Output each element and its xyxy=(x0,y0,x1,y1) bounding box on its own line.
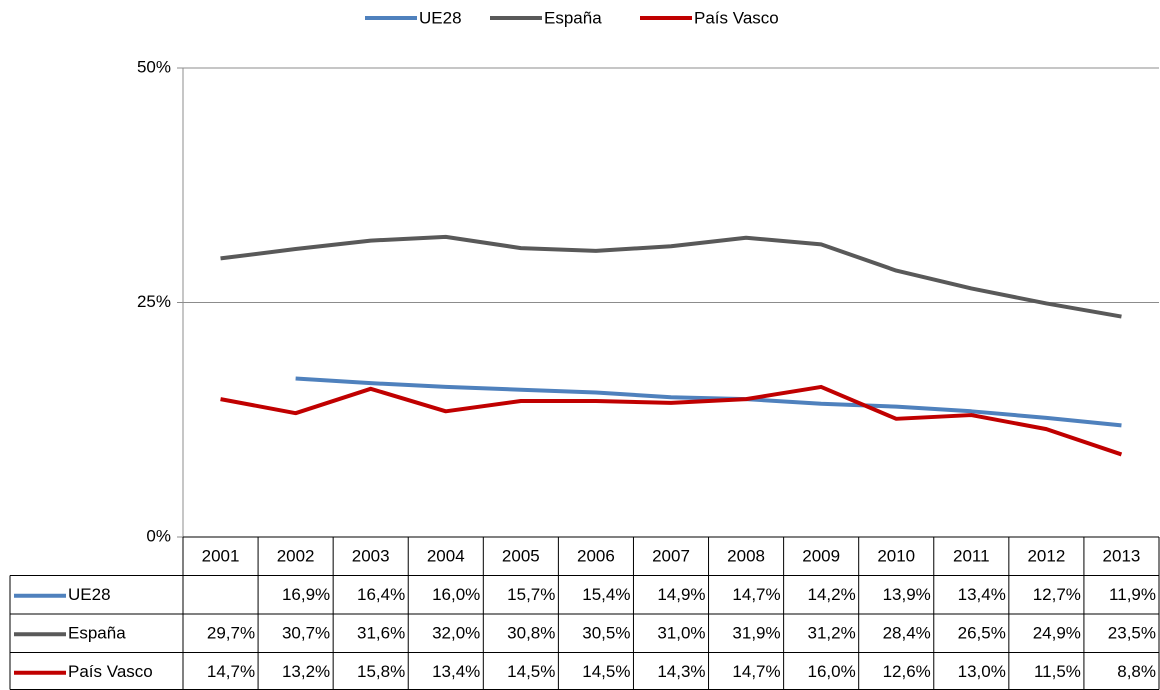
x-tick-label: 2002 xyxy=(277,547,315,566)
series-line xyxy=(295,376,1122,428)
series-line xyxy=(220,234,1122,319)
table-value: 13,4% xyxy=(432,662,480,681)
y-tick-label: 0% xyxy=(146,526,171,545)
table-value: 16,9% xyxy=(282,585,330,604)
table-value: 23,5% xyxy=(1108,624,1156,643)
table-value: 31,2% xyxy=(807,624,855,643)
x-tick-label: 2008 xyxy=(727,547,765,566)
table-value: 14,3% xyxy=(657,662,705,681)
table-value: 11,5% xyxy=(1034,662,1081,681)
table-value: 31,9% xyxy=(732,624,780,643)
table-value: 28,4% xyxy=(883,624,931,643)
table-value: 8,8% xyxy=(1117,662,1156,681)
table-value: 15,8% xyxy=(357,662,405,681)
x-tick-label: 2010 xyxy=(877,547,915,566)
x-tick-label: 2013 xyxy=(1103,547,1141,566)
x-tick-label: 2011 xyxy=(953,547,990,566)
table-value: 32,0% xyxy=(432,624,480,643)
table-value: 14,7% xyxy=(732,662,780,681)
table-value: 16,4% xyxy=(357,585,405,604)
x-tick-label: 2004 xyxy=(427,547,465,566)
table-value: 12,6% xyxy=(883,662,931,681)
x-tick-label: 2003 xyxy=(352,547,390,566)
table-value: 14,2% xyxy=(807,585,855,604)
table-value: 31,0% xyxy=(657,624,705,643)
table-value: 31,6% xyxy=(357,624,405,643)
table-value: 13,4% xyxy=(958,585,1006,604)
x-tick-label: 2005 xyxy=(502,547,540,566)
table-value: 30,5% xyxy=(582,624,630,643)
table-value: 12,7% xyxy=(1033,585,1081,604)
y-tick-label: 50% xyxy=(137,57,171,76)
table-value: 26,5% xyxy=(958,624,1006,643)
legend-label: UE28 xyxy=(419,8,462,27)
legend-label: España xyxy=(544,8,602,27)
table-value: 30,7% xyxy=(282,624,330,643)
table-value: 30,8% xyxy=(507,624,555,643)
table-value: 11,9% xyxy=(1109,585,1156,604)
table-value: 16,0% xyxy=(432,585,480,604)
x-tick-label: 2009 xyxy=(802,547,840,566)
table-value: 24,9% xyxy=(1033,624,1081,643)
table-legend-label: España xyxy=(68,624,126,643)
table-value: 14,7% xyxy=(207,662,255,681)
table-value: 13,2% xyxy=(282,662,330,681)
table-legend-label: País Vasco xyxy=(68,662,153,681)
table-value: 14,5% xyxy=(582,662,630,681)
x-tick-label: 2006 xyxy=(577,547,615,566)
x-tick-label: 2007 xyxy=(652,547,690,566)
table-value: 15,4% xyxy=(582,585,630,604)
x-tick-label: 2012 xyxy=(1027,547,1065,566)
table-value: 15,7% xyxy=(507,585,555,604)
table-value: 14,9% xyxy=(657,585,705,604)
table-value: 13,9% xyxy=(883,585,931,604)
table-value: 16,0% xyxy=(807,662,855,681)
table-value: 14,5% xyxy=(507,662,555,681)
table-legend-label: UE28 xyxy=(68,585,111,604)
y-tick-label: 25% xyxy=(137,292,171,311)
table-value: 29,7% xyxy=(207,624,255,643)
series-line xyxy=(220,384,1123,457)
legend-label: País Vasco xyxy=(694,8,779,27)
table-value: 14,7% xyxy=(732,585,780,604)
x-tick-label: 2001 xyxy=(202,547,240,566)
table-value: 13,0% xyxy=(958,662,1006,681)
